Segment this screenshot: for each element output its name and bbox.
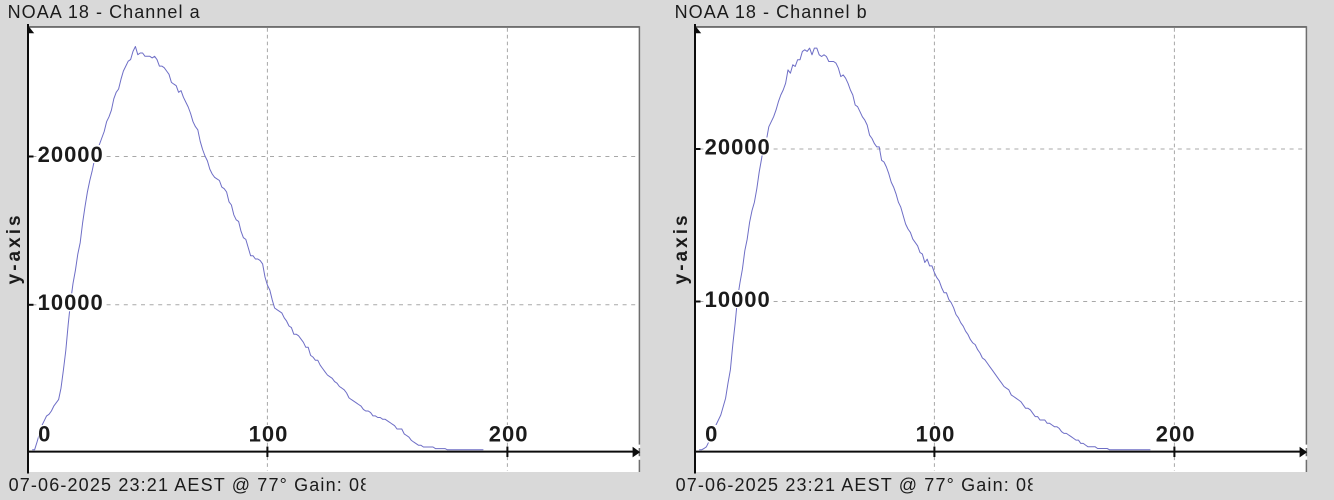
svg-text:NOAA 18 - Channel b: NOAA 18 - Channel b [675,2,868,22]
svg-text:200: 200 [1156,422,1196,447]
svg-text:y-axis: y-axis [671,212,692,284]
svg-text:07-06-2025 23:21 AEST @ 77° Ga: 07-06-2025 23:21 AEST @ 77° Gain: 08 [9,475,372,495]
svg-text:20000: 20000 [705,134,771,159]
svg-text:0: 0 [38,422,51,447]
svg-text:200: 200 [489,422,529,447]
svg-text:0: 0 [705,422,718,447]
svg-text:10000: 10000 [705,287,771,312]
svg-text:07-06-2025 23:21 AEST @ 77° Ga: 07-06-2025 23:21 AEST @ 77° Gain: 08 [676,475,1039,495]
svg-text:NOAA 18 - Channel a: NOAA 18 - Channel a [8,2,201,22]
svg-text:100: 100 [249,422,289,447]
svg-text:100: 100 [916,422,956,447]
svg-text:y-axis: y-axis [4,212,25,284]
svg-text:10000: 10000 [38,290,104,315]
svg-text:20000: 20000 [38,142,104,167]
